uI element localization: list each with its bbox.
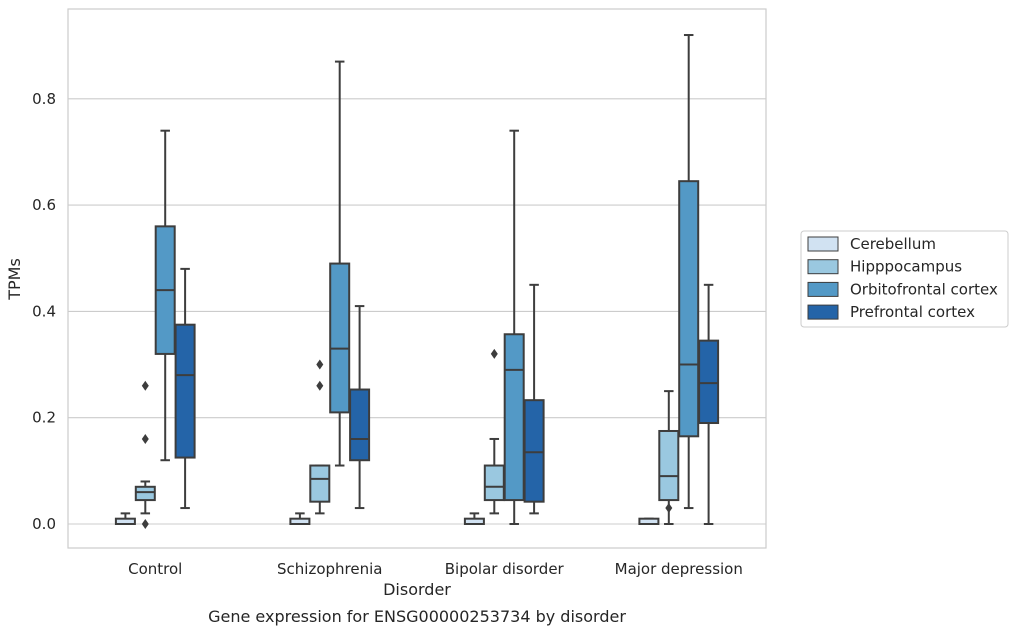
box-group bbox=[114, 512, 136, 525]
x-tick-labels: Control Schizophrenia Bipolar disorder Majo… bbox=[128, 560, 743, 578]
x-axis-label: Disorder bbox=[383, 580, 451, 599]
box-group bbox=[678, 34, 700, 510]
legend-swatch bbox=[807, 236, 839, 252]
box bbox=[329, 262, 351, 414]
legend: Cerebellum Hipppocampus Orbitofrontal cort… bbox=[800, 230, 1009, 328]
legend-label: Hipppocampus bbox=[850, 258, 962, 276]
box bbox=[503, 333, 525, 502]
box-group bbox=[523, 283, 545, 515]
box-group bbox=[698, 283, 720, 525]
outlier-marker bbox=[141, 519, 149, 529]
box bbox=[309, 464, 331, 503]
box-group bbox=[289, 512, 311, 525]
chart-title: Gene expression for ENSG00000253734 by d… bbox=[208, 607, 626, 626]
x-tick-label: Control bbox=[128, 560, 182, 578]
outlier-marker bbox=[141, 433, 149, 444]
legend-label: Orbitofrontal cortex bbox=[850, 280, 998, 298]
outlier-marker bbox=[490, 348, 498, 359]
box-group bbox=[503, 129, 525, 525]
x-tick-label: Schizophrenia bbox=[277, 560, 382, 578]
outlier-marker bbox=[141, 380, 149, 391]
box bbox=[678, 180, 700, 438]
plot-frame bbox=[67, 8, 767, 549]
box bbox=[483, 464, 505, 502]
box bbox=[658, 429, 680, 502]
legend-label: Cerebellum bbox=[850, 235, 936, 253]
legend-label: Prefrontal cortex bbox=[850, 303, 975, 321]
box bbox=[174, 323, 196, 459]
legend-swatch bbox=[807, 281, 839, 297]
box-group bbox=[483, 348, 505, 515]
box bbox=[698, 339, 720, 425]
y-tick-label: 0.0 bbox=[32, 515, 56, 533]
y-tick-label: 0.4 bbox=[32, 302, 56, 320]
x-tick-label: Bipolar disorder bbox=[445, 560, 565, 578]
outlier-marker bbox=[316, 380, 324, 391]
y-tick-label: 0.8 bbox=[32, 90, 56, 108]
y-tick-label: 0.6 bbox=[32, 196, 56, 214]
box-group bbox=[309, 359, 331, 515]
box-group bbox=[134, 380, 156, 529]
box bbox=[349, 388, 371, 462]
box-group bbox=[463, 512, 485, 525]
box bbox=[134, 485, 156, 502]
legend-swatch bbox=[807, 304, 839, 320]
y-axis-label: TPMs bbox=[5, 258, 24, 301]
box-group bbox=[329, 60, 351, 467]
x-tick-label: Major depression bbox=[615, 560, 743, 578]
legend-swatch bbox=[807, 259, 839, 275]
box-group bbox=[638, 517, 660, 525]
outlier-marker bbox=[316, 359, 324, 370]
box-groups bbox=[114, 34, 720, 529]
legend-frame bbox=[800, 230, 1009, 328]
box-group bbox=[658, 390, 680, 525]
box bbox=[523, 399, 545, 503]
outlier-marker bbox=[665, 503, 673, 514]
box-group bbox=[349, 305, 371, 510]
y-tick-label: 0.2 bbox=[32, 409, 56, 427]
box-group bbox=[154, 129, 176, 462]
box-group bbox=[174, 267, 196, 510]
y-tick-labels: 0.0 0.2 0.4 0.6 0.8 bbox=[32, 90, 56, 533]
